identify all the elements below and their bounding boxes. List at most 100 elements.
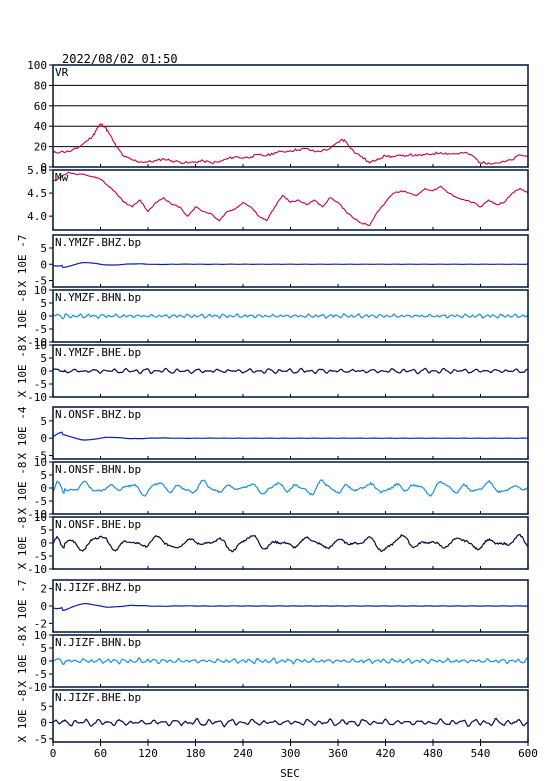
panel-8: 2 0 -2 X 10E -7 N.JIZF.BHZ.bp [16,579,529,633]
y-exponent-label: X 10E -8 [16,462,29,515]
y-tick-label: 10 [34,629,47,642]
y-tick-label: 0 [40,432,47,445]
series-line [52,603,529,612]
series-label: N.ONSF.BHZ.bp [55,408,141,421]
y-tick-label: -10 [27,563,47,576]
y-tick-label: 60 [34,100,47,113]
y-tick-label: 20 [34,141,47,154]
y-tick-label: 5 [40,642,47,655]
x-tick-label: 60 [94,747,107,760]
y-tick-label: -5 [34,495,47,508]
series-label: N.JIZF.BHN.bp [55,636,141,649]
x-tick-label: 600 [518,747,538,760]
y-tick-label: 5 [40,415,47,428]
y-exponent-label: X 10E -7 [16,235,29,288]
series-label: N.ONSF.BHE.bp [55,518,141,531]
x-axis-label: SEC [280,767,300,780]
y-tick-label: 10 [34,284,47,297]
x-tick-label: 180 [186,747,206,760]
series-label: Mw [55,171,69,184]
panel-frame [52,169,529,231]
x-tick-label: 360 [328,747,348,760]
y-tick-label: 5.0 [27,164,47,177]
y-tick-label: -5 [34,668,47,681]
series-label: N.ONSF.BHN.bp [55,463,141,476]
series-label: N.YMZF.BHE.bp [55,346,141,359]
x-tick-label: 300 [281,747,301,760]
y-tick-label: 10 [34,456,47,469]
y-tick-label: 10 [34,339,47,352]
panel-frame [52,64,529,168]
series-line [52,656,529,665]
series-label: N.YMZF.BHN.bp [55,291,141,304]
x-tick-label: 120 [138,747,158,760]
series-label: N.YMZF.BHZ.bp [55,236,141,249]
y-tick-label: 0 [40,537,47,550]
y-tick-label: 0 [40,161,47,174]
y-tick-label: -5 [34,733,47,746]
series-label: N.JIZF.BHZ.bp [55,581,141,594]
series-line [52,717,529,728]
y-tick-label: 0 [40,717,47,730]
y-exponent-label: X 10E -8 [16,290,29,343]
y-tick-label: 0 [40,258,47,271]
y-tick-label: 0 [40,310,47,323]
y-tick-label: 0 [40,365,47,378]
panel-10: 5 0 -5 X 10E -8 N.JIZF.BHE.bp [16,689,529,746]
y-tick-label: 0 [40,482,47,495]
series-line [52,312,529,320]
x-tick-label: 540 [471,747,491,760]
x-tick-label: 480 [423,747,443,760]
y-tick-label: -10 [27,391,47,404]
y-tick-label: 100 [27,59,47,72]
panel-0: 100 80 60 40 20 0 VR [27,59,529,174]
series-label: N.JIZF.BHE.bp [55,691,141,704]
y-tick-label: 40 [34,120,47,133]
y-tick-label: -10 [27,508,47,521]
y-exponent-label: X 10E -8 [16,690,29,743]
x-tick-label: 420 [376,747,396,760]
panel-5: 5 0 -5 X 10E -4 N.ONSF.BHZ.bp [16,406,529,463]
series-line [52,431,528,441]
y-tick-label: -10 [27,336,47,349]
y-tick-label: 5 [40,297,47,310]
panel-2: 5 0 -5 X 10E -7 N.YMZF.BHZ.bp [16,234,529,288]
y-tick-label: 4.5 [27,187,47,200]
series-label: VR [55,66,69,79]
y-exponent-label: X 10E -8 [16,517,29,570]
y-tick-label: 5 [40,469,47,482]
series-line [52,533,529,553]
timestamp: 2022/08/02 01:50 [62,52,178,66]
y-tick-label: 10 [34,511,47,524]
y-tick-label: -5 [34,378,47,391]
y-tick-label: -5 [34,275,47,288]
y-exponent-label: X 10E -7 [16,580,29,633]
panel-1: 5.0 4.5 4.0 Mw [27,164,529,231]
y-tick-label: 5 [40,352,47,365]
series-line [52,479,529,497]
y-exponent-label: X 10E -8 [16,635,29,688]
y-tick-label: -5 [34,450,47,463]
y-exponent-label: X 10E -8 [16,345,29,398]
y-tick-label: 5 [40,242,47,255]
y-tick-label: -5 [34,323,47,336]
y-tick-label: -5 [34,550,47,563]
y-tick-label: 5 [40,700,47,713]
y-exponent-label: X 10E -4 [16,406,29,459]
x-tick-label: 240 [233,747,253,760]
series-line [52,262,528,269]
y-tick-label: -2 [34,617,47,630]
y-tick-label: -10 [27,681,47,694]
y-tick-label: 2 [40,583,47,596]
y-tick-label: 0 [40,600,47,613]
y-tick-label: 4.0 [27,210,47,223]
y-tick-label: 80 [34,79,47,92]
series-line [52,367,528,375]
y-tick-label: 0 [40,655,47,668]
